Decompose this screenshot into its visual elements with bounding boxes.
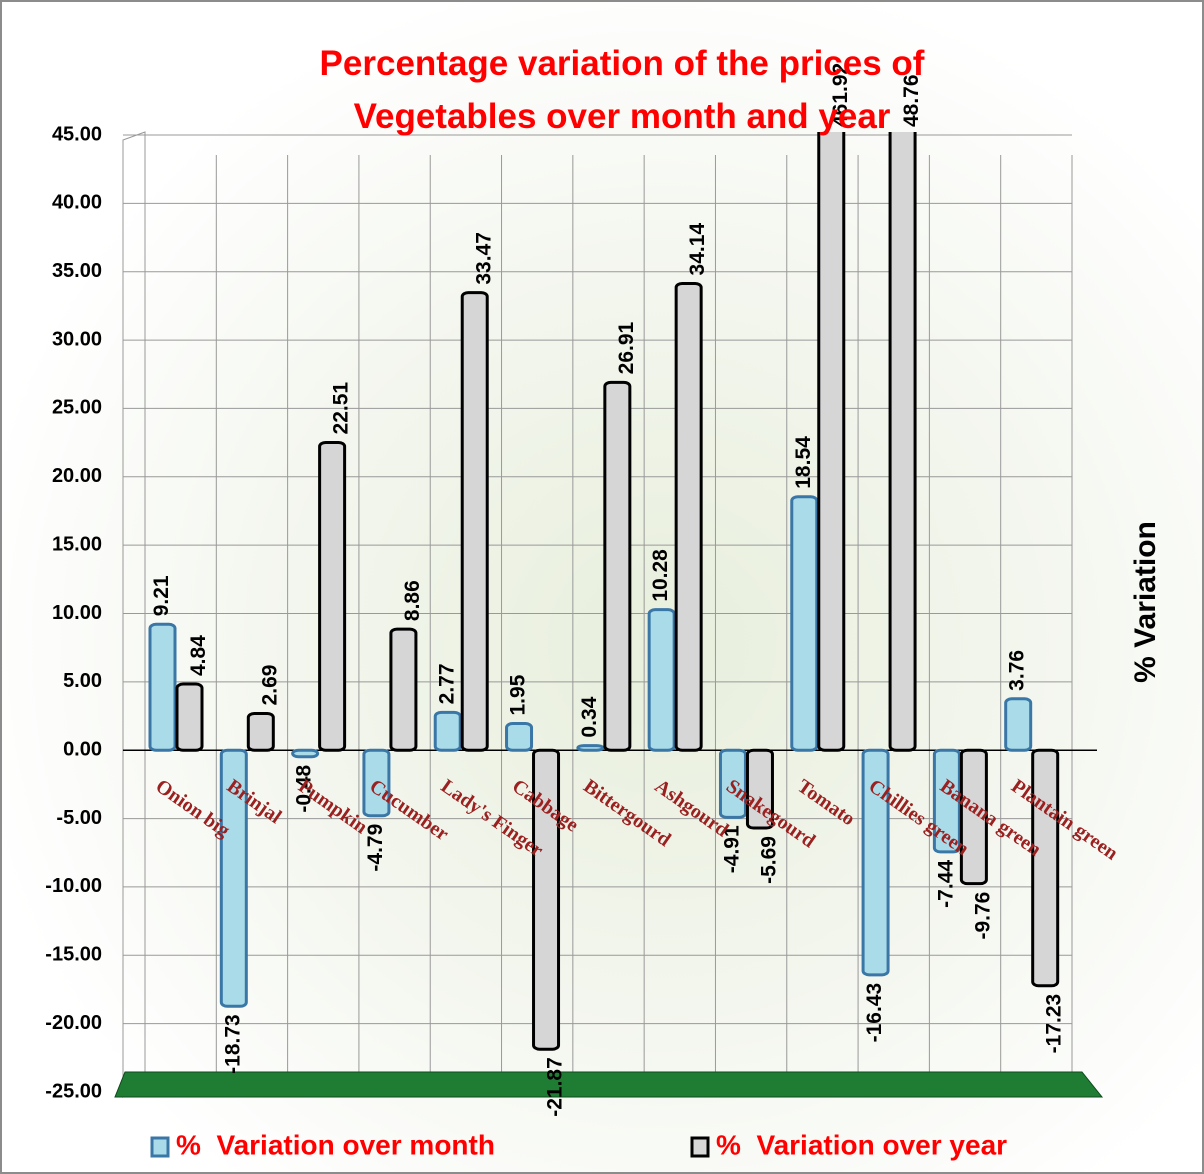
value-label: 4.84 <box>187 635 210 676</box>
plot-front: -25.00 -20.00 -15.00 -10.00 -5.00 0.00 5.00 10.… <box>45 63 1122 1161</box>
y-tick-label: 5.00 <box>63 670 102 692</box>
y-tick-label: 45.00 <box>52 123 102 145</box>
side-wall <box>123 132 145 1097</box>
value-label: -16.43 <box>863 983 886 1043</box>
value-label: 2.69 <box>258 665 281 706</box>
y-tick-label: -10.00 <box>45 875 102 897</box>
bar <box>605 382 630 750</box>
value-label: -7.44 <box>934 860 957 908</box>
value-label: 26.91 <box>615 321 638 374</box>
value-label: -18.73 <box>221 1014 244 1074</box>
y-tick-label: 25.00 <box>52 397 102 419</box>
bar <box>792 497 817 750</box>
value-label: 3.76 <box>1006 650 1029 691</box>
bar <box>435 712 460 750</box>
value-label: 22.51 <box>330 382 353 435</box>
bars <box>150 2 1058 1049</box>
bar <box>391 629 416 750</box>
chart-frame: -25.00 -20.00 -15.00 -10.00 -5.00 0.00 5.00 10.… <box>0 0 1204 1174</box>
value-label: -9.76 <box>971 892 994 940</box>
legend-label: % Variation over month <box>176 1129 495 1160</box>
bar <box>293 750 318 757</box>
y-tick-label: -20.00 <box>45 1012 102 1034</box>
floor <box>115 1072 1102 1097</box>
y-tick-label: 40.00 <box>52 192 102 214</box>
value-label: -4.79 <box>364 824 387 872</box>
value-label: 10.28 <box>649 549 672 602</box>
y-tick-label: 0.00 <box>63 738 102 760</box>
legend-swatch <box>692 1138 708 1156</box>
legend-swatch <box>152 1138 168 1156</box>
value-label: 9.21 <box>150 575 173 616</box>
y-tick-label: 35.00 <box>52 260 102 282</box>
bar <box>676 283 701 750</box>
y-tick-label: -25.00 <box>45 1080 102 1102</box>
bar <box>1006 699 1031 750</box>
bar <box>177 684 202 750</box>
value-label: -21.87 <box>544 1057 567 1117</box>
y-axis-label: % Variation <box>1129 521 1162 683</box>
value-label: 34.14 <box>686 223 709 276</box>
y-tick-label: 20.00 <box>52 465 102 487</box>
bar <box>462 293 487 751</box>
bar <box>578 746 603 751</box>
value-label: 1.95 <box>507 674 530 715</box>
bar <box>890 84 915 751</box>
y-tick-label: -5.00 <box>56 807 102 829</box>
value-label: 2.77 <box>435 663 458 704</box>
bar <box>507 724 532 751</box>
value-label: 8.86 <box>401 580 424 621</box>
value-label: 18.54 <box>792 436 815 489</box>
bar <box>150 624 175 750</box>
value-label: 0.34 <box>578 696 601 737</box>
value-label: 33.47 <box>472 232 495 285</box>
value-label: -17.23 <box>1043 994 1066 1054</box>
legend-label: % Variation over year <box>716 1129 1007 1160</box>
bar <box>320 442 345 750</box>
y-tick-label: -15.00 <box>45 944 102 966</box>
chart: -25.00 -20.00 -15.00 -10.00 -5.00 0.00 5.00 10.… <box>2 2 1202 1172</box>
bar <box>248 713 273 750</box>
y-tick-label: 10.00 <box>52 602 102 624</box>
y-tick-label: 30.00 <box>52 328 102 350</box>
y-tick-label: 15.00 <box>52 533 102 555</box>
value-label: -5.69 <box>758 836 781 884</box>
chart-title: Percentage variation of the prices of Ve… <box>252 38 992 143</box>
bar <box>649 610 674 751</box>
